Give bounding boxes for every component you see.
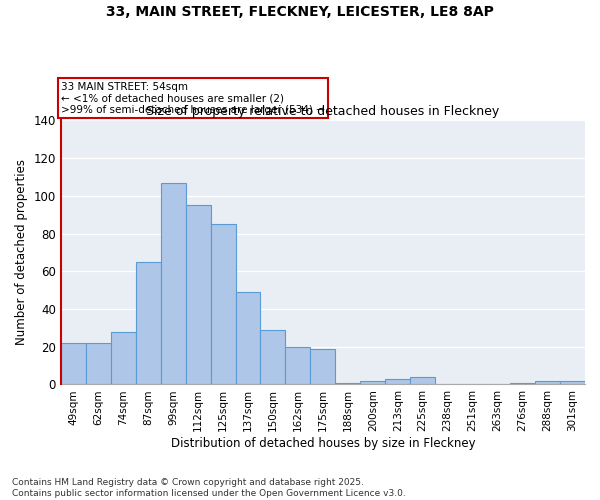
Text: 33 MAIN STREET: 54sqm
← <1% of detached houses are smaller (2)
>99% of semi-deta: 33 MAIN STREET: 54sqm ← <1% of detached … [61,82,325,115]
Bar [211,224,236,384]
Y-axis label: Number of detached properties: Number of detached properties [15,160,28,346]
X-axis label: Distribution of detached houses by size in Fleckney: Distribution of detached houses by size … [170,437,475,450]
Bar [385,379,410,384]
Text: 33, MAIN STREET, FLECKNEY, LEICESTER, LE8 8AP: 33, MAIN STREET, FLECKNEY, LEICESTER, LE… [106,5,494,19]
Bar [310,348,335,384]
Bar [111,332,136,384]
Bar [260,330,286,384]
Bar [61,343,86,384]
Bar [560,380,585,384]
Title: Size of property relative to detached houses in Fleckney: Size of property relative to detached ho… [146,105,500,118]
Bar [136,262,161,384]
Bar [86,343,111,384]
Bar [510,382,535,384]
Bar [410,377,435,384]
Text: Contains HM Land Registry data © Crown copyright and database right 2025.
Contai: Contains HM Land Registry data © Crown c… [12,478,406,498]
Bar [185,206,211,384]
Bar [361,380,385,384]
Bar [236,292,260,384]
Bar [161,182,185,384]
Bar [335,382,361,384]
Bar [535,380,560,384]
Bar [286,346,310,385]
